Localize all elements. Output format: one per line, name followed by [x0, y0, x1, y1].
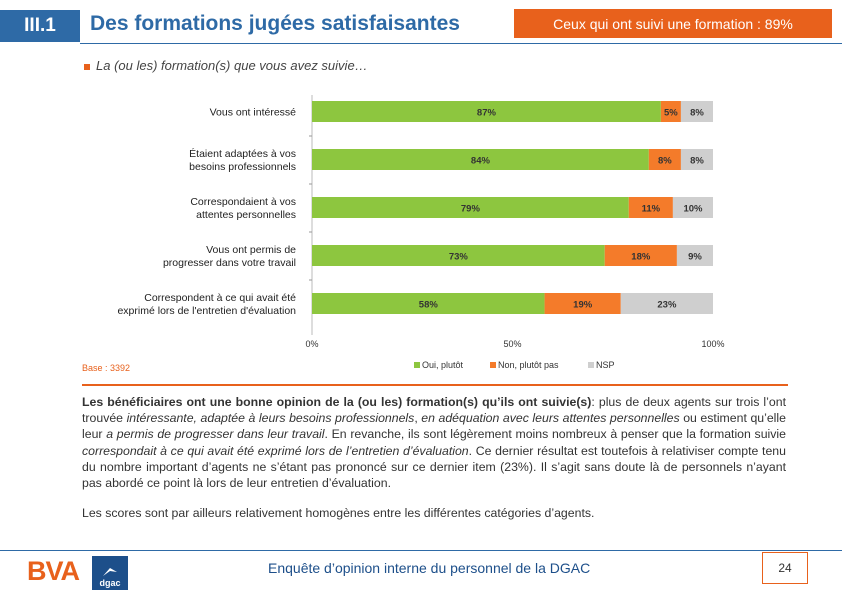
legend-label: Non, plutôt pas	[498, 360, 559, 370]
category-label: Correspondent à ce qui avait été	[144, 292, 296, 304]
data-label: 8%	[658, 156, 672, 167]
dgac-emblem-icon	[103, 568, 117, 576]
footer-caption: Enquête d’opinion interne du personnel d…	[268, 560, 591, 576]
commentary-paragraph-1: Les bénéficiaires ont une bonne opinion …	[82, 395, 786, 491]
category-label: exprimé lors de l'entretien d'évaluation	[117, 305, 296, 317]
category-label: besoins professionnels	[189, 161, 296, 173]
base-note: Base : 3392	[82, 363, 131, 373]
legend-label: NSP	[596, 360, 615, 370]
category-label: progresser dans votre travail	[163, 257, 296, 269]
legend-swatch	[414, 362, 420, 368]
data-label: 10%	[683, 204, 703, 215]
x-tick-label: 0%	[305, 339, 318, 349]
data-label: 9%	[688, 252, 702, 263]
data-label: 84%	[471, 156, 491, 167]
bar-segment	[312, 101, 661, 122]
data-label: 8%	[690, 156, 704, 167]
page-title: Des formations jugées satisfaisantes	[90, 12, 460, 35]
commentary: Les bénéficiaires ont une bonne opinion …	[82, 394, 786, 535]
category-label: Vous ont permis de	[206, 244, 296, 256]
data-label: 58%	[419, 300, 439, 311]
bar-segment	[680, 101, 713, 122]
x-tick-label: 100%	[701, 339, 724, 349]
bullet-icon	[84, 63, 90, 70]
dgac-logo: dgac	[92, 556, 128, 590]
chart-subtitle: La (ou les) formation(s) que vous avez s…	[84, 58, 368, 73]
section-number: III.1	[0, 10, 80, 42]
header-divider	[80, 43, 842, 44]
data-label: 23%	[657, 300, 677, 311]
bar-segment	[312, 245, 605, 266]
bar-segment	[604, 245, 677, 266]
x-tick-label: 50%	[503, 339, 521, 349]
bar-segment	[312, 293, 545, 314]
commentary-paragraph-2: Les scores sont par ailleurs relativemen…	[82, 506, 595, 521]
data-label: 18%	[631, 252, 651, 263]
legend-swatch	[588, 362, 594, 368]
category-label: Correspondaient à vos	[190, 196, 296, 208]
text-divider	[82, 384, 788, 386]
category-label: Vous ont intéressé	[210, 107, 297, 119]
legend-swatch	[490, 362, 496, 368]
data-label: 19%	[573, 300, 593, 311]
data-label: 87%	[477, 108, 497, 119]
page-number: 24	[762, 552, 808, 584]
data-label: 73%	[449, 252, 469, 263]
data-label: 8%	[690, 108, 704, 119]
bar-segment	[672, 197, 713, 218]
bar-segment	[680, 149, 713, 170]
data-label: 11%	[642, 204, 661, 215]
bar-segment	[620, 293, 713, 314]
data-label: 5%	[664, 108, 678, 119]
category-label: attentes personnelles	[196, 209, 296, 221]
bva-logo: BVA	[27, 556, 80, 586]
bar-segment	[648, 149, 681, 170]
callout-badge: Ceux qui ont suivi une formation : 89%	[514, 9, 832, 38]
legend-label: Oui, plutôt	[422, 360, 464, 370]
bar-segment	[676, 245, 713, 266]
bar-segment	[544, 293, 621, 314]
bar-segment	[312, 197, 629, 218]
category-label: Étaient adaptées à vos	[189, 147, 296, 160]
bar-segment	[660, 101, 681, 122]
bar-segment	[312, 149, 649, 170]
data-label: 79%	[461, 204, 481, 215]
bar-segment	[628, 197, 673, 218]
chart-subtitle-text: La (ou les) formation(s) que vous avez s…	[96, 58, 368, 73]
stacked-bar-chart: Vous ont intéressé 87% 5% 8% Étaient adaptée…	[117, 95, 725, 370]
footer-divider	[0, 550, 842, 551]
